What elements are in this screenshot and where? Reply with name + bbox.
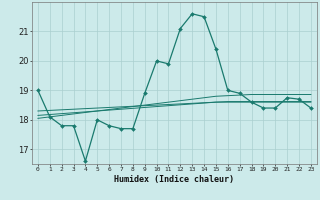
X-axis label: Humidex (Indice chaleur): Humidex (Indice chaleur) [115,175,234,184]
